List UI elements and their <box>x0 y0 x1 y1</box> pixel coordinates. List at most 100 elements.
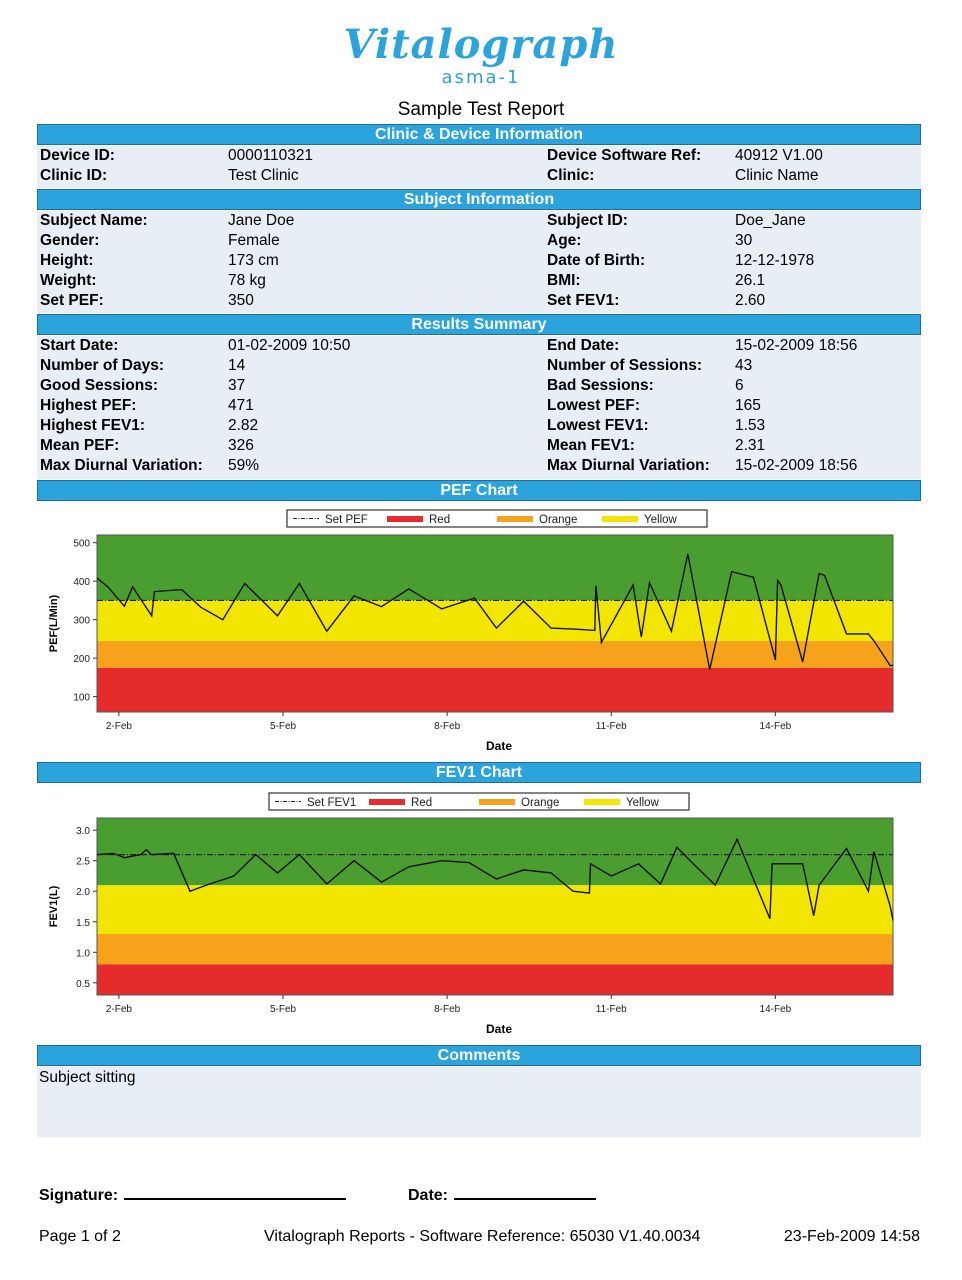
results-summary-panel: Start Date: 01-02-2009 10:50 End Date: 15-0… <box>37 336 921 479</box>
subject-value: 30 <box>735 232 753 249</box>
series-line <box>96 837 894 921</box>
y-tick-label: 3.0 <box>76 826 90 837</box>
subject-label: Weight: <box>40 272 97 289</box>
results-label: Bad Sessions: <box>547 377 654 394</box>
section-header-comments: Comments <box>37 1045 921 1066</box>
results-label: End Date: <box>547 337 620 354</box>
section-header-fev1-chart: FEV1 Chart <box>37 762 921 783</box>
x-tick-label: 8-Feb <box>434 721 461 732</box>
x-tick-label: 11-Feb <box>596 1004 627 1015</box>
x-tick-label: 14-Feb <box>760 1004 792 1015</box>
results-label: Max Diurnal Variation: <box>40 457 203 474</box>
results-value: 6 <box>735 377 744 394</box>
clinic-value: Clinic Name <box>735 167 819 184</box>
legend-label: Yellow <box>644 514 678 526</box>
zone-yellow <box>97 600 893 641</box>
subject-value: Doe_Jane <box>735 212 806 229</box>
subject-value: 350 <box>228 292 254 309</box>
x-tick-label: 2-Feb <box>106 1004 133 1015</box>
y-tick-label: 1.0 <box>76 948 90 959</box>
x-axis-title: Date <box>486 1022 512 1036</box>
legend-red-swatch <box>369 799 405 805</box>
fev1-chart: 0.5 1.0 1.5 2.0 2.5 3.0 2-Feb 5-Feb 8-Feb 11-Feb 1… <box>37 788 921 1038</box>
results-value: 15-02-2009 18:56 <box>735 337 858 354</box>
date-line <box>454 1184 597 1200</box>
results-label: Good Sessions: <box>40 377 158 394</box>
section-header-results: Results Summary <box>37 314 921 335</box>
legend-yellow-swatch <box>584 799 620 805</box>
x-tick-label: 5-Feb <box>270 721 297 732</box>
legend-label: Orange <box>521 797 559 809</box>
footer-software-reference: Vitalograph Reports - Software Reference… <box>264 1228 701 1245</box>
clinic-label: Device ID: <box>40 147 115 164</box>
y-tick-label: 0.5 <box>76 979 90 990</box>
footer-page-number: Page 1 of 2 <box>39 1228 121 1245</box>
results-value: 59% <box>228 457 260 474</box>
results-value: 471 <box>228 397 254 414</box>
subject-label: Height: <box>40 252 94 269</box>
subject-value: Jane Doe <box>228 212 295 229</box>
zone-red <box>97 964 893 995</box>
signature-field: Signature: <box>39 1184 347 1205</box>
vitalograph-logo: Vitalograph asma-1 <box>0 22 962 88</box>
legend-label: Red <box>411 797 432 809</box>
results-value: 326 <box>228 437 254 454</box>
results-label: Mean PEF: <box>40 437 120 454</box>
results-value: 01-02-2009 10:50 <box>228 337 351 354</box>
comment-text: Subject sitting <box>39 1069 136 1086</box>
subject-value: 78 kg <box>228 272 266 289</box>
y-tick-label: 200 <box>73 654 90 665</box>
legend-label: Red <box>429 514 450 526</box>
clinic-label: Clinic: <box>547 167 595 184</box>
subject-label: BMI: <box>547 272 581 289</box>
section-header-pef-chart: PEF Chart <box>37 480 921 501</box>
subject-label: Age: <box>547 232 582 249</box>
report-title: Sample Test Report <box>397 99 565 120</box>
section-header-clinic: Clinic & Device Information <box>37 124 921 145</box>
legend-label: Yellow <box>626 797 660 809</box>
subject-value: 26.1 <box>735 272 766 289</box>
pef-chart-svg: 100 200 300 400 500 2-Feb 5-Feb 8-Feb 11-Feb 14-F… <box>48 509 894 753</box>
clinic-value: Test Clinic <box>228 167 299 184</box>
date-label: Date: <box>408 1187 449 1204</box>
results-value: 2.82 <box>228 417 259 434</box>
results-value: 2.31 <box>735 437 766 454</box>
x-tick-label: 5-Feb <box>270 1004 297 1015</box>
pef-chart: 100 200 300 400 500 2-Feb 5-Feb 8-Feb 11-Feb 14-F… <box>37 505 921 755</box>
zone-orange <box>97 933 893 965</box>
fev1-chart-svg: 0.5 1.0 1.5 2.0 2.5 3.0 2-Feb 5-Feb 8-Feb 11-Feb 1… <box>48 792 894 1036</box>
x-axis-title: Date <box>486 739 512 753</box>
subject-value: 173 cm <box>228 252 279 269</box>
date-field: Date: <box>408 1184 597 1205</box>
subject-label: Gender: <box>40 232 100 249</box>
y-tick-label: 2.0 <box>76 887 90 898</box>
clinic-label: Clinic ID: <box>40 167 108 184</box>
x-tick-label: 11-Feb <box>596 721 627 732</box>
clinic-value: 0000110321 <box>228 147 314 164</box>
signature-label: Signature: <box>39 1187 119 1204</box>
results-label: Max Diurnal Variation: <box>547 457 710 474</box>
results-value: 37 <box>228 377 246 394</box>
zone-green <box>97 535 893 601</box>
zone-orange <box>97 640 893 668</box>
results-label: Highest PEF: <box>40 397 137 414</box>
legend-red-swatch <box>387 516 423 522</box>
footer-print-date: 23-Feb-2009 14:58 <box>783 1228 920 1245</box>
subject-value: 2.60 <box>735 292 766 309</box>
results-value: 43 <box>735 357 753 374</box>
legend-label: Orange <box>539 514 577 526</box>
legend-yellow-swatch <box>602 516 638 522</box>
y-tick-label: 100 <box>73 693 90 704</box>
subject-value: 12-12-1978 <box>735 252 815 269</box>
product-name: asma-1 <box>441 67 521 88</box>
y-tick-label: 1.5 <box>76 918 90 929</box>
subject-label: Date of Birth: <box>547 252 646 269</box>
results-label: Highest FEV1: <box>40 417 146 434</box>
subject-label: Set PEF: <box>40 292 104 309</box>
legend-orange-swatch <box>479 799 515 805</box>
clinic-info-panel: Device ID: 0000110321 Device Software Ref:… <box>37 146 921 188</box>
legend-label: Set PEF <box>325 514 368 526</box>
results-value: 1.53 <box>735 417 766 434</box>
results-label: Number of Days: <box>40 357 165 374</box>
zone-red <box>97 667 893 712</box>
